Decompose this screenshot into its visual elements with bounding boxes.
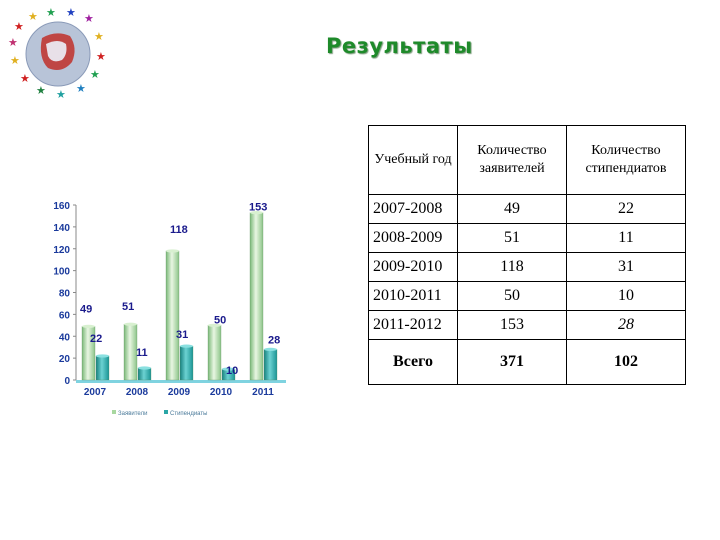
bar-top <box>82 324 95 329</box>
y-tick-label: 20 <box>59 354 71 365</box>
data-label: 153 <box>249 202 267 214</box>
svg-text:★: ★ <box>56 88 66 100</box>
data-label: 118 <box>170 224 188 236</box>
x-tick-label: 2009 <box>168 387 191 398</box>
bar-top <box>250 211 263 215</box>
bar-top <box>96 354 109 358</box>
bar <box>249 212 264 381</box>
cell-scholars: 22 <box>566 194 686 224</box>
svg-text:★: ★ <box>84 12 94 25</box>
data-label: 31 <box>176 329 188 341</box>
cell-scholars: 10 <box>566 281 686 311</box>
table-row: 2011-2012 153 28 <box>368 310 686 340</box>
x-tick-label: 2008 <box>126 387 149 398</box>
bar-top <box>264 347 277 351</box>
bar <box>165 250 180 381</box>
svg-text:★: ★ <box>96 50 106 63</box>
table-header-row: Учебный год Количество заявителей Количе… <box>368 125 686 195</box>
bar-top <box>124 322 137 326</box>
x-axis <box>76 380 286 383</box>
y-tick-label: 120 <box>53 245 70 256</box>
bar <box>95 355 110 381</box>
bar <box>137 367 152 381</box>
y-tick-label: 100 <box>53 267 70 278</box>
cell-total-label: Всего <box>368 339 458 385</box>
cell-applicants: 50 <box>457 281 567 311</box>
bar-chart: 0 20 40 60 80 100 120 140 160 2007 2008 2009 2010 201… <box>53 201 286 417</box>
page-title: Результаты <box>326 34 473 58</box>
svg-text:★: ★ <box>66 8 76 19</box>
svg-text:★: ★ <box>94 30 104 43</box>
table-row: 2009-2010 118 31 <box>368 252 686 282</box>
x-tick-label: 2007 <box>84 387 107 398</box>
table-row: 2007-2008 49 22 <box>368 194 686 224</box>
header-applicants: Количество заявителей <box>457 125 567 195</box>
bar <box>179 345 194 381</box>
y-tick-label: 0 <box>64 376 70 387</box>
svg-text:★: ★ <box>28 10 38 23</box>
cell-applicants: 49 <box>457 194 567 224</box>
y-tick-label: 160 <box>53 201 70 212</box>
data-label: 10 <box>226 365 238 377</box>
cell-scholars: 28 <box>566 310 686 340</box>
svg-text:★: ★ <box>20 72 30 85</box>
bar-top <box>180 344 193 348</box>
cell-applicants: 118 <box>457 252 567 282</box>
bar-top <box>166 249 179 253</box>
table-row: 2008-2009 51 11 <box>368 223 686 253</box>
legend-label: Стипендиаты <box>170 411 207 417</box>
cell-total-applicants: 371 <box>457 339 567 385</box>
y-tick-label: 140 <box>53 223 70 234</box>
header-year: Учебный год <box>368 125 458 195</box>
data-label: 11 <box>136 347 148 359</box>
svg-text:★: ★ <box>8 36 18 49</box>
cell-total-scholars: 102 <box>566 339 686 385</box>
bar <box>263 349 278 381</box>
bar <box>207 325 222 381</box>
bar-top <box>138 366 151 370</box>
cell-year: 2009-2010 <box>368 252 458 282</box>
svg-text:★: ★ <box>36 84 46 97</box>
x-tick-label: 2010 <box>210 387 233 398</box>
svg-text:★: ★ <box>76 82 86 95</box>
cell-applicants: 51 <box>457 223 567 253</box>
cell-applicants: 153 <box>457 310 567 340</box>
svg-text:★: ★ <box>14 20 24 33</box>
results-table: Учебный год Количество заявителей Количе… <box>368 125 686 385</box>
data-label: 50 <box>214 314 226 326</box>
bar-top <box>222 367 235 371</box>
cell-scholars: 31 <box>566 252 686 282</box>
cell-year: 2010-2011 <box>368 281 458 311</box>
header-scholars: Количество стипендиатов <box>566 125 686 195</box>
legend-swatch <box>164 410 168 414</box>
svg-text:★: ★ <box>46 8 56 19</box>
cell-year: 2011-2012 <box>368 310 458 340</box>
x-tick-label: 2011 <box>252 387 274 398</box>
data-label: 49 <box>80 303 92 315</box>
data-label: 51 <box>122 301 134 313</box>
table-row: 2010-2011 50 10 <box>368 281 686 311</box>
legend-swatch <box>112 410 116 414</box>
data-label: 22 <box>90 333 102 345</box>
y-tick-label: 80 <box>59 289 71 300</box>
logo-emblem: ★ ★ ★ ★ ★ ★ ★ ★ ★ ★ ★ ★ ★ ★ <box>8 8 106 100</box>
data-label: 28 <box>268 334 280 346</box>
cell-year: 2008-2009 <box>368 223 458 253</box>
y-tick-label: 40 <box>59 332 71 343</box>
y-tick-label: 60 <box>59 310 71 321</box>
table-total-row: Всего 371 102 <box>368 339 686 385</box>
cell-year: 2007-2008 <box>368 194 458 224</box>
legend-label: Заявители <box>118 411 147 417</box>
bar-top <box>208 323 221 327</box>
svg-text:★: ★ <box>90 68 100 81</box>
cell-scholars: 11 <box>566 223 686 253</box>
svg-text:★: ★ <box>10 54 20 67</box>
